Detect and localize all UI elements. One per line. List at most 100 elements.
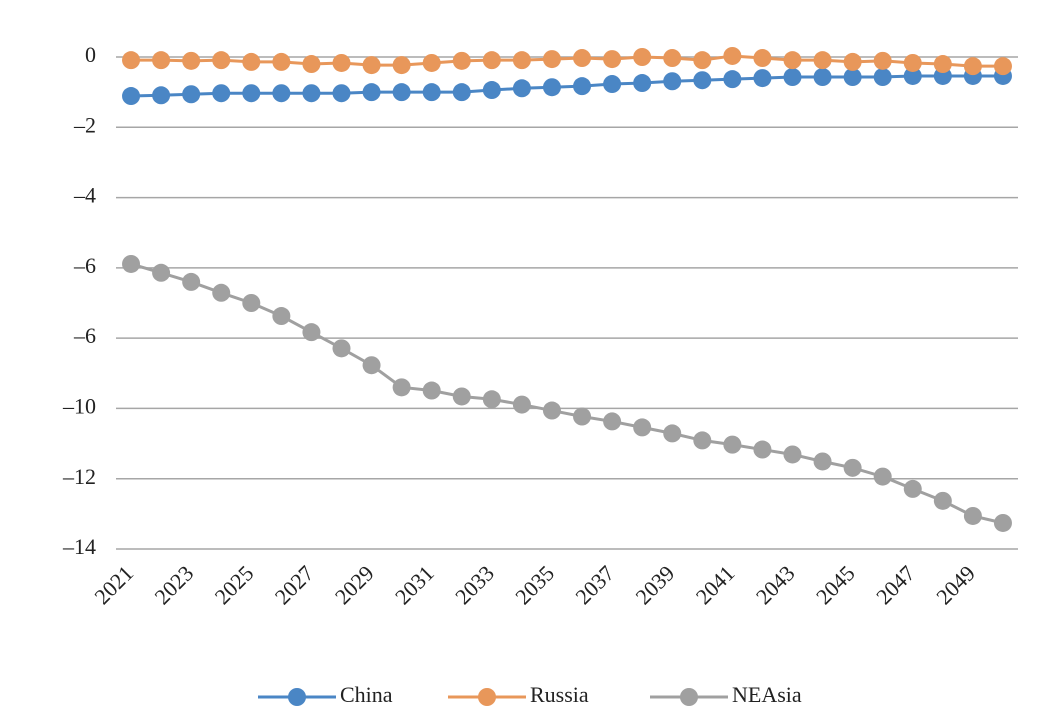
data-point bbox=[873, 51, 892, 70]
x-tick-label: 2025 bbox=[210, 560, 259, 609]
data-point bbox=[573, 49, 592, 68]
data-point bbox=[813, 51, 832, 70]
data-point bbox=[723, 435, 742, 454]
data-point bbox=[903, 479, 922, 498]
data-point bbox=[392, 83, 411, 102]
x-tick-label: 2031 bbox=[390, 560, 439, 609]
y-tick-label: –4 bbox=[73, 183, 96, 208]
data-point bbox=[362, 356, 381, 375]
data-point bbox=[873, 68, 892, 87]
data-point bbox=[903, 66, 922, 85]
data-point bbox=[182, 51, 201, 70]
data-point bbox=[753, 440, 772, 459]
data-point bbox=[993, 513, 1012, 532]
x-tick-label: 2027 bbox=[270, 560, 319, 609]
y-tick-label: 0 bbox=[85, 42, 96, 67]
data-point bbox=[122, 51, 141, 70]
data-point bbox=[603, 412, 622, 431]
data-point bbox=[302, 55, 321, 74]
data-point bbox=[392, 378, 411, 397]
data-point bbox=[152, 263, 171, 282]
data-point bbox=[663, 424, 682, 443]
data-point bbox=[933, 55, 952, 74]
x-tick-label: 2033 bbox=[450, 560, 499, 609]
data-point bbox=[903, 53, 922, 72]
legend-marker bbox=[478, 688, 496, 706]
data-point bbox=[302, 323, 321, 342]
data-point bbox=[633, 74, 652, 93]
x-tick-label: 2029 bbox=[330, 560, 379, 609]
data-point bbox=[362, 56, 381, 75]
data-point bbox=[783, 445, 802, 464]
data-point bbox=[212, 84, 231, 103]
data-point bbox=[693, 71, 712, 90]
data-point bbox=[212, 51, 231, 70]
data-point bbox=[332, 339, 351, 358]
data-point bbox=[693, 51, 712, 70]
data-point bbox=[843, 458, 862, 477]
x-tick-label: 2035 bbox=[510, 560, 559, 609]
y-tick-label: –6 bbox=[73, 253, 96, 278]
data-point bbox=[212, 283, 231, 302]
data-point bbox=[272, 52, 291, 71]
data-point bbox=[302, 84, 321, 103]
data-point bbox=[482, 390, 501, 409]
y-tick-label: –6 bbox=[73, 323, 96, 348]
data-point bbox=[603, 75, 622, 94]
data-point bbox=[332, 53, 351, 72]
x-tick-label: 2039 bbox=[631, 560, 680, 609]
data-point bbox=[242, 84, 261, 103]
data-point bbox=[482, 51, 501, 70]
y-tick-label: –14 bbox=[62, 534, 96, 559]
data-point bbox=[332, 84, 351, 103]
data-point bbox=[422, 83, 441, 102]
data-point bbox=[693, 431, 712, 450]
x-tick-label: 2021 bbox=[89, 560, 138, 609]
data-point bbox=[843, 68, 862, 87]
y-tick-label: –12 bbox=[62, 464, 96, 489]
data-point bbox=[573, 407, 592, 426]
data-point bbox=[482, 81, 501, 100]
x-tick-label: 2023 bbox=[149, 560, 198, 609]
x-tick-label: 2045 bbox=[811, 560, 860, 609]
x-tick-label: 2043 bbox=[751, 560, 800, 609]
data-point bbox=[512, 79, 531, 98]
data-point bbox=[272, 307, 291, 326]
data-point bbox=[422, 381, 441, 400]
data-point bbox=[573, 77, 592, 96]
x-tick-label: 2047 bbox=[871, 560, 920, 609]
data-point bbox=[633, 48, 652, 66]
data-point bbox=[242, 294, 261, 312]
data-point bbox=[783, 51, 802, 70]
data-point bbox=[542, 401, 561, 420]
data-point bbox=[242, 52, 261, 71]
data-point bbox=[783, 68, 802, 87]
data-point bbox=[152, 51, 171, 70]
data-point bbox=[723, 46, 742, 65]
data-point bbox=[753, 49, 772, 68]
x-tick-label: 2049 bbox=[931, 560, 980, 609]
data-point bbox=[753, 69, 772, 88]
data-point bbox=[813, 452, 832, 471]
data-point bbox=[272, 84, 291, 103]
data-point bbox=[392, 56, 411, 75]
y-tick-label: –2 bbox=[73, 112, 96, 137]
data-point bbox=[512, 395, 531, 414]
data-point bbox=[813, 68, 832, 87]
data-point bbox=[452, 387, 471, 406]
data-point bbox=[422, 53, 441, 72]
data-point bbox=[723, 70, 742, 89]
legend-label: China bbox=[340, 682, 393, 707]
data-point bbox=[873, 467, 892, 486]
data-point bbox=[963, 57, 982, 76]
data-point bbox=[663, 49, 682, 68]
data-point bbox=[182, 85, 201, 104]
legend-label: Russia bbox=[530, 682, 589, 707]
data-point bbox=[633, 418, 652, 437]
data-point bbox=[963, 506, 982, 525]
data-point bbox=[843, 52, 862, 71]
x-tick-label: 2041 bbox=[691, 560, 740, 609]
legend-marker bbox=[680, 688, 698, 706]
